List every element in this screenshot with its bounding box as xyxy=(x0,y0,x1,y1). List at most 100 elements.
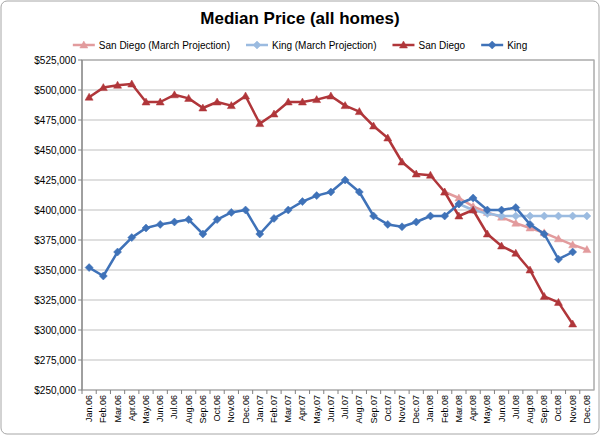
x-tick xyxy=(224,390,225,394)
data-point xyxy=(128,234,136,242)
data-point xyxy=(227,208,235,216)
data-point xyxy=(313,96,321,103)
x-tick-label: Jun.07 xyxy=(326,395,336,422)
data-point xyxy=(412,170,420,177)
grid-line xyxy=(82,240,594,241)
x-tick-label: Feb.07 xyxy=(269,395,279,423)
x-tick-label: Nov.06 xyxy=(226,395,236,423)
y-tick xyxy=(78,390,82,391)
x-tick-label: Sep.08 xyxy=(539,395,549,424)
y-tick-label: $250,000 xyxy=(34,385,76,396)
data-point xyxy=(270,110,278,117)
grid-line xyxy=(82,150,594,151)
data-point xyxy=(554,212,562,220)
x-tick xyxy=(352,390,353,394)
x-tick xyxy=(323,390,324,394)
data-point xyxy=(583,246,591,253)
x-tick xyxy=(181,390,182,394)
x-tick-label: Jan.08 xyxy=(425,395,435,422)
y-tick-label: $300,000 xyxy=(34,325,76,336)
data-point xyxy=(540,212,548,220)
y-tick-label: $450,000 xyxy=(34,145,76,156)
data-point xyxy=(341,176,349,184)
x-tick xyxy=(82,390,83,394)
x-tick xyxy=(266,390,267,394)
y-tick xyxy=(78,90,82,91)
grid-line xyxy=(82,120,594,121)
legend-label: San Diego (March Projection) xyxy=(99,40,230,51)
data-point xyxy=(213,216,221,224)
data-point xyxy=(242,206,250,214)
y-tick-label: $325,000 xyxy=(34,295,76,306)
grid-line xyxy=(82,300,594,301)
x-tick-label: Apr.08 xyxy=(468,395,478,421)
data-point xyxy=(455,212,463,219)
x-tick-label: Jul.06 xyxy=(169,395,179,419)
grid-line xyxy=(82,270,594,271)
y-tick xyxy=(78,270,82,271)
grid-line xyxy=(82,60,594,61)
x-tick-label: Feb.08 xyxy=(440,395,450,423)
data-point xyxy=(114,248,122,256)
x-tick-label: Mar.06 xyxy=(113,395,123,423)
grid-line xyxy=(82,360,594,361)
data-point xyxy=(483,230,491,237)
x-tick xyxy=(167,390,168,394)
data-point xyxy=(256,120,264,127)
data-point xyxy=(284,206,292,214)
data-point xyxy=(156,220,164,228)
data-point xyxy=(185,216,193,224)
plot-marks xyxy=(85,80,591,327)
x-tick xyxy=(380,390,381,394)
x-tick xyxy=(238,390,239,394)
x-tick-label: Jun.08 xyxy=(497,395,507,422)
data-point xyxy=(569,320,577,327)
y-tick-label: $275,000 xyxy=(34,355,76,366)
x-tick-label: Nov.07 xyxy=(397,395,407,423)
data-point xyxy=(412,218,420,226)
legend-item: King (March Projection) xyxy=(246,40,376,51)
chart: Median Price (all homes)$250,000$275,000… xyxy=(0,0,600,435)
x-tick xyxy=(295,390,296,394)
data-point xyxy=(554,255,562,263)
data-point xyxy=(199,230,207,238)
data-point xyxy=(227,102,235,109)
data-point xyxy=(384,134,392,141)
data-point xyxy=(199,104,207,111)
data-point xyxy=(298,198,306,206)
chart-frame xyxy=(1,1,599,434)
x-tick xyxy=(338,390,339,394)
x-tick-label: Oct.06 xyxy=(212,395,222,422)
x-tick xyxy=(551,390,552,394)
x-tick-label: Dec.06 xyxy=(241,395,251,424)
y-tick-label: $400,000 xyxy=(34,205,76,216)
x-tick-label: Mar.08 xyxy=(454,395,464,423)
legend-marker xyxy=(253,41,261,49)
data-point xyxy=(341,102,349,109)
data-point xyxy=(554,298,562,305)
data-point xyxy=(398,223,406,231)
x-tick-label: Jan.07 xyxy=(255,395,265,422)
data-point xyxy=(483,206,491,214)
data-point xyxy=(170,91,178,98)
y-tick xyxy=(78,180,82,181)
legend-label: King (March Projection) xyxy=(272,40,376,51)
x-tick xyxy=(409,390,410,394)
y-tick-label: $475,000 xyxy=(34,115,76,126)
x-tick-label: Nov.08 xyxy=(568,395,578,423)
x-tick-label: Aug.07 xyxy=(354,395,364,424)
x-tick-label: Jul.08 xyxy=(511,395,521,419)
x-tick xyxy=(124,390,125,394)
data-point xyxy=(426,171,434,178)
x-tick xyxy=(466,390,467,394)
series-line xyxy=(89,180,573,276)
x-tick xyxy=(252,390,253,394)
series-line xyxy=(89,84,573,324)
data-point xyxy=(512,249,520,256)
data-point xyxy=(569,212,577,220)
x-tick-label: Mar.07 xyxy=(283,395,293,423)
y-tick-label: $375,000 xyxy=(34,235,76,246)
x-tick xyxy=(153,390,154,394)
y-tick-label: $350,000 xyxy=(34,265,76,276)
data-point xyxy=(384,220,392,228)
